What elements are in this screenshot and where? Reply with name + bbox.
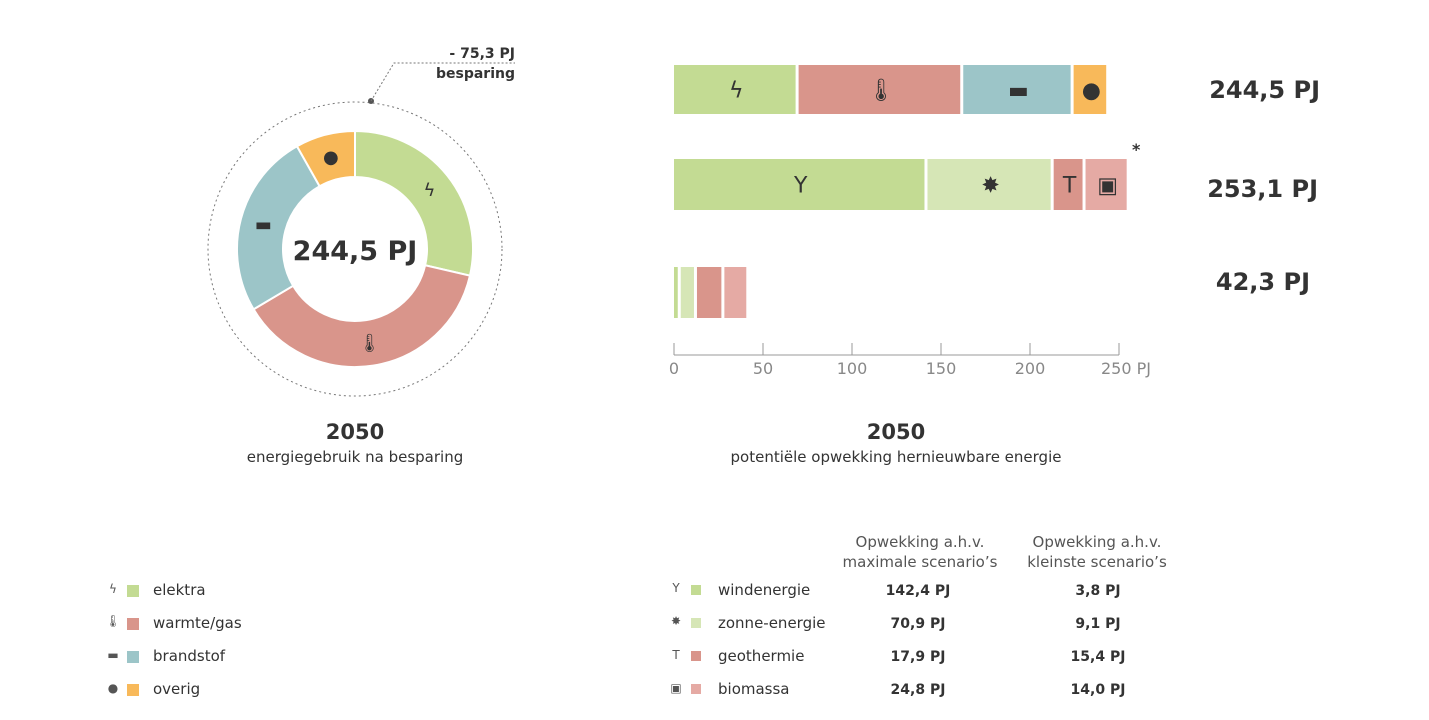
drill-icon: T [672,648,680,662]
table-label-zon: zonne-energie [718,614,826,632]
table-max-wind: 142,4 PJ [885,583,951,599]
wind-turbine-icon: Y [672,581,680,595]
legend-label-warmte: warmte/gas [153,614,242,632]
legend-swatch-brandstof [127,651,139,663]
donut-car-icon: ▬ [255,215,272,236]
x-tick-label-250: 250 PJ [1101,359,1151,378]
bar-icon-demand-0: ϟ [729,79,744,104]
savings-ring [207,101,503,397]
bar-icon-max-0: Y [793,174,808,199]
table-max-biomassa: 24,8 PJ [890,682,946,698]
table-label-biomassa: biomassa [718,680,790,698]
bar-icon-demand-1: 🌡︎ [867,79,895,104]
saving-amount: - 75,3 PJ [449,46,515,62]
bar-demand-overig [1073,65,1107,114]
bar-min-biomassa [724,267,747,318]
bar-icon-max-1: ✸ [981,174,999,199]
x-tick-label-100: 100 [837,359,868,378]
lightning-icon: ϟ [109,582,117,596]
donut-drop-icon: ● [323,147,339,168]
donut-slice-brandstof [236,144,321,311]
bar-icon-demand-3: ● [1082,79,1101,104]
bar-total-min: 42,3 PJ [1215,268,1310,296]
bar-total-max: 253,1 PJ [1207,175,1318,203]
bar-icon-max-3: ▣ [1097,174,1118,199]
left-year: 2050 [325,420,385,444]
legend-swatch-biomassa [691,684,701,694]
donut-lightning-icon: ϟ [423,180,435,201]
bar-total-demand: 244,5 PJ [1209,76,1320,104]
bar-max-zonneenergie [927,159,1051,210]
right-year: 2050 [866,420,926,444]
legend-label-brandstof: brandstof [153,647,226,665]
bar-demand-elektra [674,65,796,114]
bar-min-windenergie [674,267,678,318]
drop-icon: ● [107,681,119,695]
legend-label-overig: overig [153,680,201,698]
legend-swatch-warmte [127,618,139,630]
legend-table: Y windenergie 142,4 PJ 3,8 PJ ✸ zonne-en… [668,580,1188,705]
col-head-max-2: maximale scenario’s [842,553,998,571]
donut-chart: ϟ 🌡︎ ▬ ● [207,62,515,397]
bar-icon-demand-2: ▬ [1008,79,1029,104]
x-tick-label-150: 150 [926,359,957,378]
legend-swatch-geothermie [691,651,701,661]
bar-axis: 0 50 100 150 200 250 PJ [669,343,1151,378]
legend-label-elektra: elektra [153,581,206,599]
left-subtitle: energiegebruik na besparing [246,448,464,466]
bar-min-geothermie [696,267,722,318]
recycle-bin-icon: ▣ [670,681,682,695]
right-subtitle: potentiële opwekking hernieuwbare energi… [730,448,1062,466]
asterisk-note: * [1132,140,1141,159]
bar-demand-brandstof [963,65,1071,114]
table-label-wind: windenergie [718,581,811,599]
donut-slice-overig [295,129,356,188]
x-tick-label-200: 200 [1015,359,1046,378]
legend-swatch-wind [691,585,701,595]
donut-thermometer-icon: 🌡︎ [358,333,381,354]
legend-swatch-zon [691,618,701,628]
col-head-min-1: Opwekking a.h.v. [1032,533,1162,551]
donut-total-label: 244,5 PJ [292,236,418,267]
table-max-geothermie: 17,9 PJ [890,649,946,665]
legend-swatch-elektra [127,585,139,597]
bar-max-windenergie [674,159,925,210]
bar-max-biomassa [1085,159,1127,210]
bar-icon-max-2: T [1062,174,1077,199]
bar-max-geothermie [1053,159,1083,210]
table-min-zon: 9,1 PJ [1075,616,1121,632]
table-min-wind: 3,8 PJ [1075,583,1121,599]
x-tick-label-0: 0 [669,359,679,378]
car-icon: ▬ [107,648,119,662]
col-head-min-2: kleinste scenario’s [1027,553,1167,571]
bar-min-zonneenergie [680,267,694,318]
legend-left: ϟ elektra 🌡︎ warmte/gas ▬ brandstof ● ov… [105,580,325,705]
col-head-max-1: Opwekking a.h.v. [855,533,985,551]
bar-demand-warmtegas [798,65,961,114]
stacked-bar-chart: ϟ 🌡︎ ▬ ● Y ✸ T ▣ [674,65,1127,318]
table-max-zon: 70,9 PJ [890,616,946,632]
table-label-geothermie: geothermie [718,647,805,665]
x-tick-label-50: 50 [753,359,773,378]
donut-slice-warmtegas [252,264,472,368]
donut-slice-elektra [354,129,474,277]
thermometer-icon: 🌡︎ [105,614,121,628]
legend-swatch-overig [127,684,139,696]
saving-leader-line [370,62,515,102]
sun-icon: ✸ [670,614,682,628]
table-min-geothermie: 15,4 PJ [1070,649,1126,665]
saving-label: besparing [435,66,515,82]
table-min-biomassa: 14,0 PJ [1070,682,1126,698]
